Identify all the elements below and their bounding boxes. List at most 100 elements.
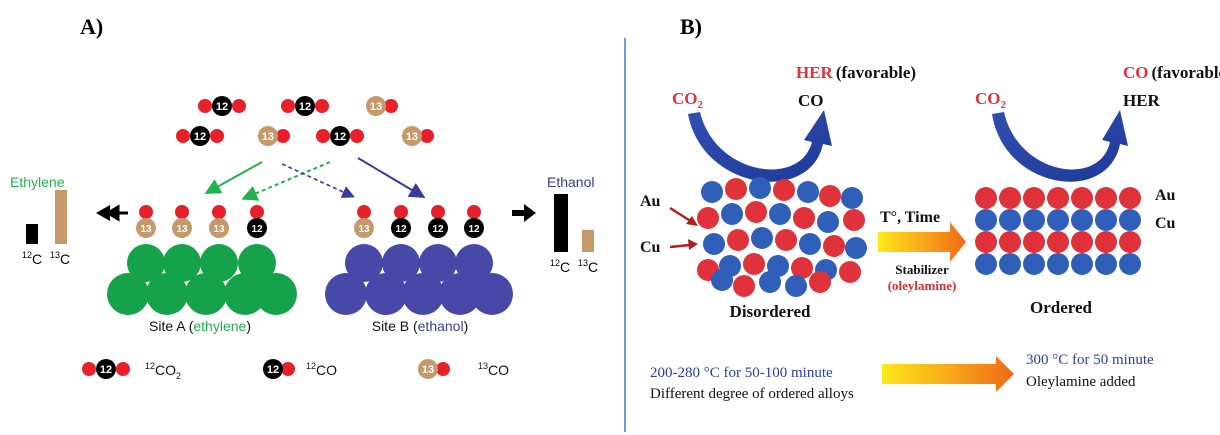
oxygen-atom: [384, 99, 398, 113]
gold-atom: [819, 185, 841, 207]
copper-atom: [749, 177, 771, 199]
ordered-cu-label: Cu: [1155, 215, 1176, 232]
copper-atom: [1071, 209, 1093, 231]
copper-atom: [1119, 253, 1141, 275]
carbon-13-label: 13: [262, 131, 274, 143]
ethanol-title: Ethanol: [547, 174, 594, 190]
oxygen-atom: [82, 362, 96, 376]
oxygen-atom: [394, 205, 408, 219]
condition-right-line1: 300 °C for 50 minute: [1026, 352, 1154, 368]
copper-atom: [1095, 209, 1117, 231]
ethanol-bar-13c: [582, 230, 594, 252]
carbon-13-atom: [172, 218, 192, 238]
carbon-13-atom: [354, 218, 374, 238]
copper-atom: [785, 275, 807, 297]
carbon-12-atom: [263, 359, 283, 379]
site-a-caption: Site A (ethylene): [149, 318, 251, 334]
carbon-13-label: 13: [406, 131, 418, 143]
copper-atom: [975, 209, 997, 231]
site-b-sphere: [365, 273, 407, 315]
gas-molecules: 12 12 13 12 13 12 13: [176, 96, 434, 146]
copper-atom: [711, 269, 733, 291]
copper-atom: [759, 271, 781, 293]
carbon-12-label: 12: [432, 224, 444, 235]
arrow-to-site-a-solid: [204, 161, 263, 194]
disordered-cu-label: Cu: [640, 239, 661, 256]
cu-pointer-arrow: [669, 243, 691, 249]
ethylene-13c-label: 13C: [50, 250, 70, 267]
oxygen-atom: [210, 129, 224, 143]
oxygen-atom: [116, 362, 130, 376]
disordered-curved-arrow: [688, 110, 832, 182]
gold-atom: [975, 231, 997, 253]
gold-atom: [793, 207, 815, 229]
cu-pointer-head: [688, 239, 698, 250]
carbon-12-atom: [330, 126, 350, 146]
gold-atom: [1119, 231, 1141, 253]
carbon-13-atom: [209, 218, 229, 238]
ordered-alloy-lattice: [975, 187, 1141, 275]
carbon-12-atom: [96, 359, 116, 379]
site-a-sphere: [107, 273, 149, 315]
site-b-sphere: [419, 244, 457, 282]
site-b-sphere: [345, 244, 383, 282]
key-12co-label: 12CO: [306, 361, 337, 378]
carbon-13-label: 13: [140, 224, 152, 235]
arrow-to-site-a-dashed: [241, 161, 331, 201]
carbon-12-atom: [391, 218, 411, 238]
site-b-sphere: [455, 244, 493, 282]
ordered-co-favorable: CO(favorable): [1123, 63, 1220, 82]
site-a-sphere: [163, 244, 201, 282]
carbon-13-atom: [136, 218, 156, 238]
arrow-left-head: [96, 205, 110, 221]
carbon-12-label: 12: [251, 224, 263, 235]
gold-atom: [1119, 187, 1141, 209]
copper-atom: [999, 209, 1021, 231]
site-a-adsorbates: 13 13 13 12: [136, 205, 267, 238]
site-b-sphere: [439, 273, 481, 315]
carbon-12-label: 12: [334, 131, 346, 143]
disordered-co2: CO2: [672, 89, 704, 111]
oleylamine-label: (oleylamine): [888, 278, 957, 293]
disordered-alloy-lattice: [697, 177, 867, 297]
oxygen-atom: [436, 362, 450, 376]
oxygen-atom: [281, 362, 295, 376]
copper-atom: [999, 253, 1021, 275]
site-a-surface: [107, 244, 297, 315]
copper-atom: [703, 233, 725, 255]
oxygen-atom: [281, 99, 295, 113]
gold-atom: [823, 235, 845, 257]
site-a-sphere: [200, 244, 238, 282]
site-b-sphere: [325, 273, 367, 315]
site-a-sphere: [255, 273, 297, 315]
ethanol-12c-label: 12C: [550, 258, 570, 275]
site-b-surface: [325, 244, 513, 315]
site-b-caption: Site B (ethanol): [372, 318, 469, 334]
site-b-sphere: [402, 273, 444, 315]
carbon-13-atom: [258, 126, 278, 146]
copper-atom: [1119, 209, 1141, 231]
gold-atom: [1095, 231, 1117, 253]
gold-atom: [1095, 187, 1117, 209]
gold-atom: [725, 178, 747, 200]
condition-left-line1: 200-280 °C for 50-100 minute: [650, 365, 833, 381]
carbon-13-atom: [418, 359, 438, 379]
panel-a-label: A): [80, 14, 103, 39]
oxygen-atom: [175, 205, 189, 219]
ordered-her: HER: [1123, 91, 1161, 110]
gold-atom: [1047, 187, 1069, 209]
site-a-sphere: [238, 244, 276, 282]
ordered-au-label: Au: [1155, 187, 1176, 204]
copper-atom: [1023, 209, 1045, 231]
carbon-12-atom: [428, 218, 448, 238]
site-a-sphere: [185, 273, 227, 315]
panel-b-label: B): [680, 14, 702, 39]
gold-atom: [773, 179, 795, 201]
carbon-13-label: 13: [370, 101, 382, 113]
gold-atom: [697, 207, 719, 229]
carbon-12-label: 12: [299, 101, 311, 113]
gold-atom: [743, 253, 765, 275]
gold-atom: [1023, 187, 1045, 209]
ethylene-bar-13c: [55, 190, 67, 244]
